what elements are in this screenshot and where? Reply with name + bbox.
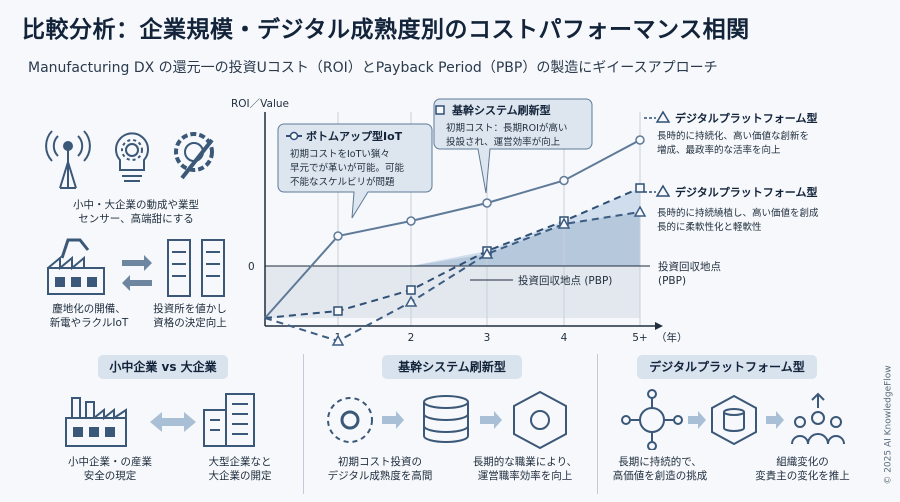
callout-bottom-up-line-3: 不能なスケルビリが問題 (290, 176, 395, 188)
section-title-scale: 小中企業 vs 大企業 (98, 355, 228, 379)
factory-icon (65, 397, 127, 447)
callout-bottom-up-line-2: 早元でが革いが可能。可能 (290, 162, 405, 174)
series-1-point-0 (333, 306, 343, 316)
callout-core-system-line-2: 投設され、運営効率が向上 (446, 136, 561, 148)
left-row1-label: 小中・大企業の動成や業型 センサー、高端甜にする (73, 199, 199, 225)
page-subtitle: Manufacturing DX の還元一の投資Uコスト（ROI）とPaybac… (28, 60, 718, 76)
series-2-point-0 (331, 334, 345, 346)
x-axis-unit: （年） (656, 331, 688, 344)
caption-core-1: 初期コスト投資の デジタル成熟度を高間 (327, 456, 433, 482)
callout-platform-top-line-2: 増成、最政率的な活率を向上 (657, 144, 781, 156)
caption-large: 大型企業なと 大企業の開定 (208, 456, 272, 482)
series-2-point-2 (480, 247, 494, 259)
x-axis-arrow (655, 322, 663, 330)
legend-marker-platform-top (655, 110, 671, 123)
copyright-text: © 2025 AI KnowledgeFlow (883, 365, 894, 485)
series-0-point-2 (482, 198, 492, 208)
bottom-icons (65, 389, 845, 450)
series-1-point-1 (406, 285, 416, 295)
antenna-icon (45, 130, 91, 189)
section-title-platform: デジタルプラットフォーム型 (637, 355, 817, 379)
pbp-label: 投資回収地点 (PBP) (518, 274, 612, 287)
series-2-point-1 (404, 295, 418, 307)
gear-wrench-icon (174, 132, 214, 180)
negative-zone (265, 266, 640, 318)
x-tick-label-4: 5+ (632, 332, 647, 344)
callout-core-system-title: 基幹システム刷新型 (451, 103, 551, 117)
network-hub-icon (621, 389, 683, 450)
callout-platform-mid-line-1: 長時的に持続繞植し、高い価値を創成 (657, 207, 819, 219)
office-buildings-icon (203, 393, 255, 447)
series-line-0 (264, 139, 641, 319)
callout-platform-mid-title: デジタルプラットフォーム型 (675, 185, 817, 199)
x-tick-label-2: 3 (484, 332, 491, 344)
swap-arrows-icon (122, 255, 152, 291)
gear-cycle-icon (327, 397, 373, 443)
network-cube-icon (513, 390, 567, 450)
caption-platform-2: 組織変化の 変貴主の変化を推上 (755, 456, 850, 482)
section-divider-2 (597, 354, 598, 494)
callout-bottom-up-line-1: 初期コストをIoTい猟々 (290, 148, 390, 160)
factory-robot-icon (47, 238, 105, 295)
caption-platform-1: 長期に持続的で、 高価値を創造の挑成 (612, 456, 708, 482)
callout-platform-mid-line-2: 長的に柔軟性化と軽軟性 (657, 221, 762, 233)
callout-core-system: 基幹システム刷新型 初期コスト：長期ROIが高い 投設され、運営効率が向上 (433, 98, 593, 194)
arrow-right-icon-4 (766, 411, 784, 429)
series-2-point-3 (557, 217, 571, 229)
left-icon-row-2 (47, 238, 225, 297)
lightbulb-gear-icon (115, 132, 149, 182)
callout-platform-top-line-1: 長時的に持続化、高い価値な創新を (657, 130, 809, 142)
pbp-axis-label-2: (PBP) (658, 275, 686, 287)
callout-platform-top: デジタルプラットフォーム型 長時的に持続化、高い価値な創新を 増成、最政率的な活… (644, 110, 817, 156)
database-icon (423, 395, 469, 443)
roi-payback-chart: ROI／Value 0 （年） 12345+ 投資回収地点 (PBP) 投資回収… (231, 98, 819, 346)
x-tick-labels: 12345+ (335, 332, 648, 344)
y-tick-zero: 0 (248, 261, 255, 273)
arrow-right-icon-1 (382, 411, 404, 429)
caption-core-2: 長期的な職業により、 運営職率効率を向上 (472, 456, 578, 482)
series-1-point-4 (635, 183, 645, 193)
callout-platform-mid: デジタルプラットフォーム型 長時的に持続繞植し、高い価値を創成 長的に柔軟性化と… (644, 184, 819, 233)
caption-sme: 小中企業・の産業 安全の現定 (68, 456, 152, 482)
series-2-point-4 (633, 205, 647, 217)
arrow-right-icon-2 (480, 411, 502, 429)
section-title-core: 基幹システム刷新型 (382, 355, 522, 379)
legend-marker-core-system (435, 105, 445, 115)
arrow-right-icon-3 (688, 411, 706, 429)
callout-bottom-up-title: ボトムアップ型IoT (306, 129, 403, 143)
page-title: 比較分析：企業規模・デジタル成熟度別のコストパフォーマンス相関 (22, 17, 750, 43)
x-tick-label-1: 2 (408, 332, 415, 344)
left-icon-row (45, 130, 214, 189)
legend-marker-bottom-up (289, 131, 299, 141)
server-rack-icon (167, 239, 225, 297)
left-row2-left-label: 塵地化の開備、 新電やラクルIoT (49, 303, 129, 329)
double-arrow-icon (150, 412, 196, 432)
series-0-point-4 (635, 135, 645, 145)
series-0-point-1 (406, 216, 416, 226)
series-0-point-0 (333, 231, 343, 241)
y-axis-title: ROI／Value (231, 98, 289, 110)
section-divider-1 (303, 354, 304, 494)
series-line-2 (264, 211, 641, 343)
legend-marker-platform-mid (655, 184, 671, 197)
left-row2-right-label: 投資所を値かし 資格の決定向上 (153, 303, 227, 329)
x-tick-label-3: 4 (561, 332, 568, 344)
pbp-axis-label-1: 投資回収地点 (658, 260, 721, 273)
callout-bottom-up: ボトムアップ型IoT 初期コストをIoTい猟々 早元でが革いが可能。可能 不能な… (277, 123, 433, 219)
database-network-icon (711, 394, 757, 446)
series-0-point-3 (559, 175, 569, 186)
team-growth-icon (791, 392, 845, 445)
callout-core-system-line-1: 初期コスト：長期ROIが高い (446, 122, 567, 134)
series-line-1 (264, 187, 641, 319)
callout-platform-top-title: デジタルプラットフォーム型 (675, 111, 817, 125)
series-layer (264, 135, 647, 346)
